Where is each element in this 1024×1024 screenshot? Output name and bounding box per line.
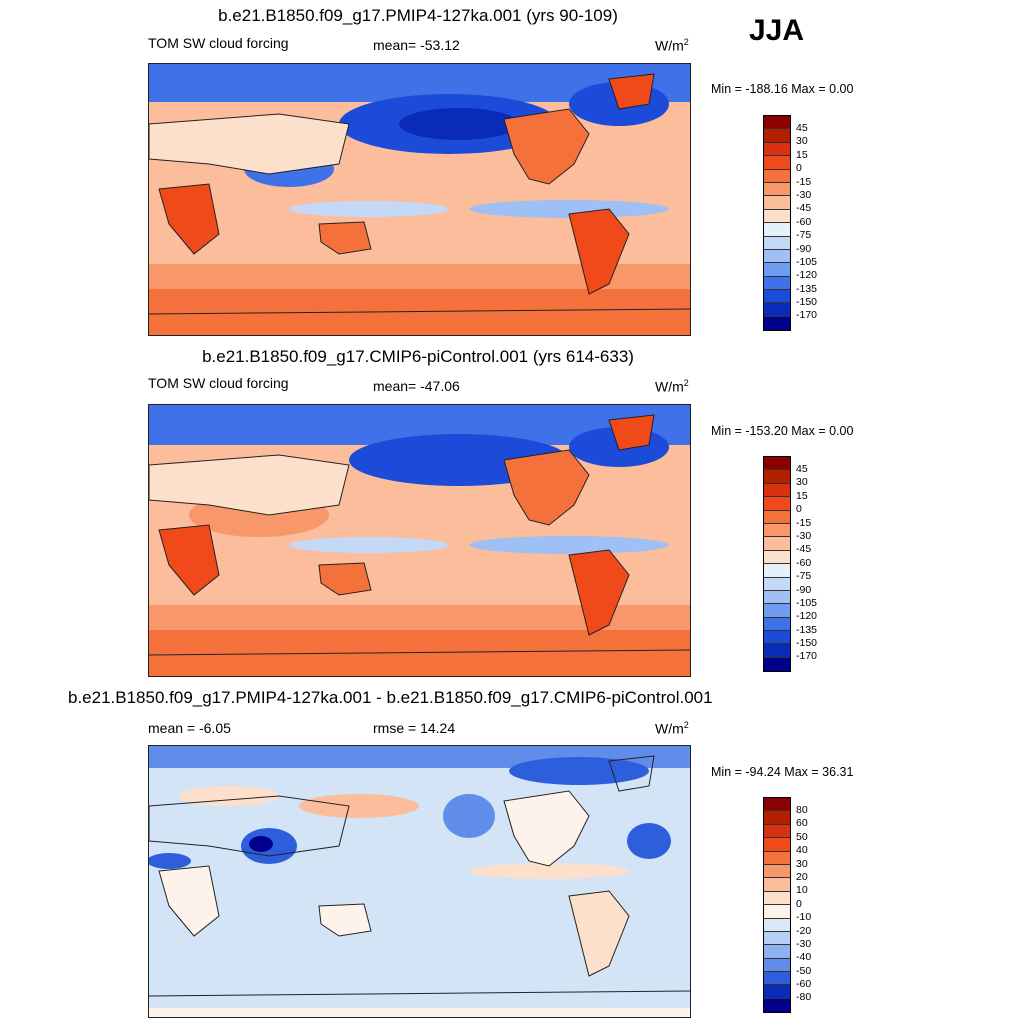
panel-1-title: b.e21.B1850.f09_g17.PMIP4-127ka.001 (yrs… [218, 6, 618, 25]
season-label: JJA [749, 14, 805, 47]
tick-label: -10 [796, 911, 812, 924]
australia [318, 221, 372, 255]
tick-label: -50 [796, 964, 812, 977]
tick-label: 30 [796, 135, 808, 148]
panel-3-colorbar-ticks: 80 60 50 40 30 20 10 0 -10 -20 -30 -40 -… [796, 804, 811, 1005]
panel-3-title: b.e21.B1850.f09_g17.PMIP4-127ka.001 - b.… [68, 688, 713, 707]
panel-2-minmax: Min = -153.20 Max = 0.00 [711, 424, 854, 438]
color-cell [764, 116, 790, 130]
tick-label: -105 [796, 255, 818, 268]
color-cell [764, 223, 790, 237]
tick-label: 15 [796, 489, 808, 502]
tick-label: 0 [796, 503, 802, 516]
tick-label: -20 [796, 924, 812, 937]
color-cell [764, 142, 790, 157]
panel-1-variable-label: TOM SW cloud forcing [148, 35, 289, 51]
north-america [503, 108, 590, 185]
tick-label: 0 [796, 162, 802, 175]
tick-label: -15 [796, 175, 812, 188]
panel-3-rmse-label: rmse = 14.24 [373, 720, 456, 736]
tick-label: 10 [796, 884, 808, 897]
antarctica-coast [149, 308, 690, 315]
tick-label: -60 [796, 978, 812, 991]
panel-1-colorbar-ticks: 45 30 15 0 -15 -30 -45 -60 -75 -90 -105 … [796, 122, 817, 323]
greenland [608, 73, 655, 110]
panel-3-units: W/m2 [655, 720, 689, 737]
tick-label: -40 [796, 951, 812, 964]
tick-label: 30 [796, 476, 808, 489]
africa [158, 183, 220, 255]
panel-3-map [148, 745, 691, 1018]
color-cell [764, 169, 790, 183]
panel-1-map [148, 63, 691, 336]
tick-label: -135 [796, 282, 818, 295]
tick-label: 60 [796, 817, 808, 830]
tick-label: -120 [796, 269, 818, 282]
panel-2-mean-label: mean= -47.06 [373, 378, 460, 394]
panel-2-map [148, 404, 691, 677]
panel-1-mean-label: mean= -53.12 [373, 37, 460, 53]
tick-label: -45 [796, 202, 812, 215]
tick-label: -170 [796, 309, 818, 322]
color-cell [764, 263, 790, 277]
tick-label: -60 [796, 556, 812, 569]
tick-label: -75 [796, 570, 812, 583]
itcz-band [469, 200, 669, 218]
tick-label: -150 [796, 637, 818, 650]
tick-label: -135 [796, 623, 818, 636]
tick-label: -75 [796, 229, 812, 242]
panel-3-minmax: Min = -94.24 Max = 36.31 [711, 765, 854, 779]
color-cell [764, 303, 790, 317]
tick-label: 40 [796, 844, 808, 857]
panel-2-colorbar-ticks: 45 30 15 0 -15 -30 -45 -60 -75 -90 -105 … [796, 463, 817, 664]
color-cell [764, 182, 790, 197]
tick-label: -60 [796, 215, 812, 228]
panel-1-minmax: Min = -188.16 Max = 0.00 [711, 82, 854, 96]
tick-label: -45 [796, 543, 812, 556]
tick-label: -90 [796, 583, 812, 596]
tick-label: 45 [796, 122, 808, 134]
tick-label: 30 [796, 857, 808, 870]
color-cell [764, 196, 790, 210]
color-cell [764, 249, 790, 264]
tick-label: -30 [796, 937, 812, 950]
tick-label: -120 [796, 610, 818, 623]
tick-label: 45 [796, 463, 808, 475]
color-cell [764, 129, 790, 143]
tick-label: 80 [796, 804, 808, 816]
tick-label: -150 [796, 296, 818, 309]
color-cell [764, 236, 790, 250]
tick-label: -170 [796, 650, 818, 663]
tick-label: -90 [796, 242, 812, 255]
color-cell [764, 156, 790, 170]
tick-label: -80 [796, 991, 812, 1004]
tick-label: -105 [796, 596, 818, 609]
color-cell [764, 290, 790, 304]
eurasia [149, 113, 350, 175]
south-america [568, 208, 630, 295]
panel-3-mean-label: mean = -6.05 [148, 720, 231, 736]
color-cell [764, 316, 790, 331]
panel-2-units: W/m2 [655, 378, 689, 395]
tick-label: 0 [796, 897, 802, 910]
tick-label: 50 [796, 830, 808, 843]
tick-label: -15 [796, 516, 812, 529]
tick-label: -30 [796, 188, 812, 201]
tick-label: 15 [796, 148, 808, 161]
panel-2-colorbar [763, 456, 791, 673]
panel-2-title: b.e21.B1850.f09_g17.CMIP6-piControl.001 … [202, 347, 634, 366]
tick-label: 20 [796, 870, 808, 883]
panel-2-variable-label: TOM SW cloud forcing [148, 375, 289, 391]
panel-1-colorbar [763, 115, 791, 332]
tick-label: -30 [796, 529, 812, 542]
panel-1-units: W/m2 [655, 37, 689, 54]
color-cell [764, 276, 790, 291]
panel-3-colorbar [763, 797, 791, 1014]
color-cell [764, 209, 790, 224]
